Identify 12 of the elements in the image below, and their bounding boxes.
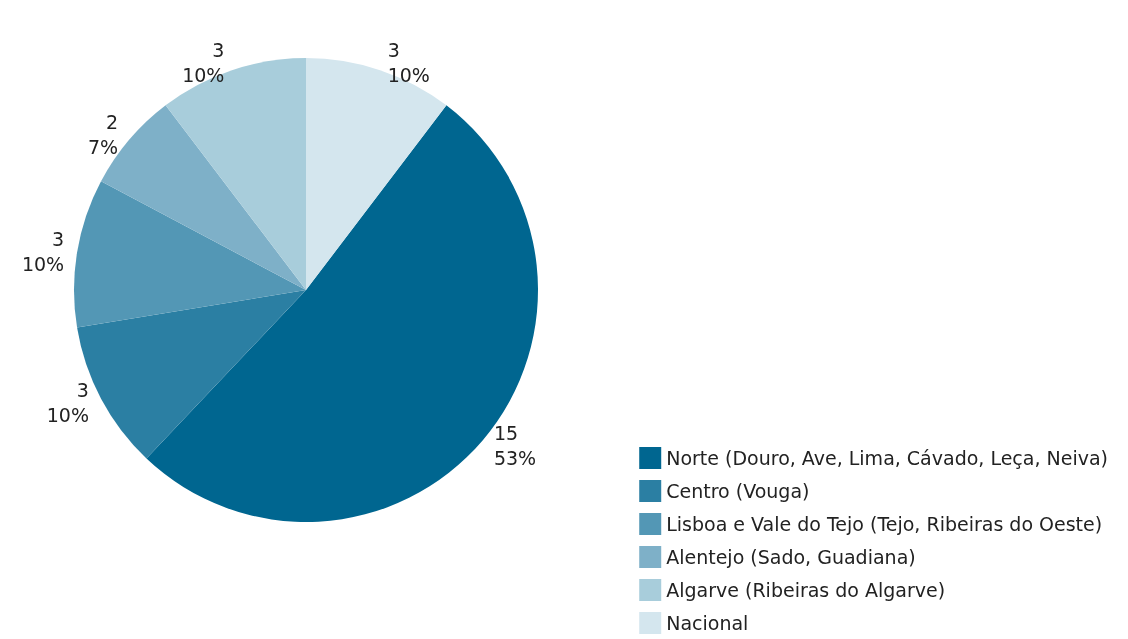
legend-label: Algarve (Ribeiras do Algarve) xyxy=(666,579,946,601)
data-label: 3 10% xyxy=(182,39,225,87)
data-label: 3 10% xyxy=(21,227,65,275)
legend-label: Centro (Vouga) xyxy=(666,480,810,502)
legend-label: Norte (Douro, Ave, Lima, Cávado, Leça, Neiva) xyxy=(666,447,1108,469)
legend-label: Lisboa e Vale do Tejo (Tejo, Ribeiras do Oeste) xyxy=(666,513,1103,535)
data-label: 2 7% xyxy=(87,111,119,159)
data-label: 15 53% xyxy=(493,421,537,469)
data-label: 3 10% xyxy=(46,378,89,426)
legend-label: Alentejo (Sado, Guadiana) xyxy=(666,546,916,568)
data-label: 3 10% xyxy=(387,39,430,87)
legend-label: Nacional xyxy=(666,612,749,634)
